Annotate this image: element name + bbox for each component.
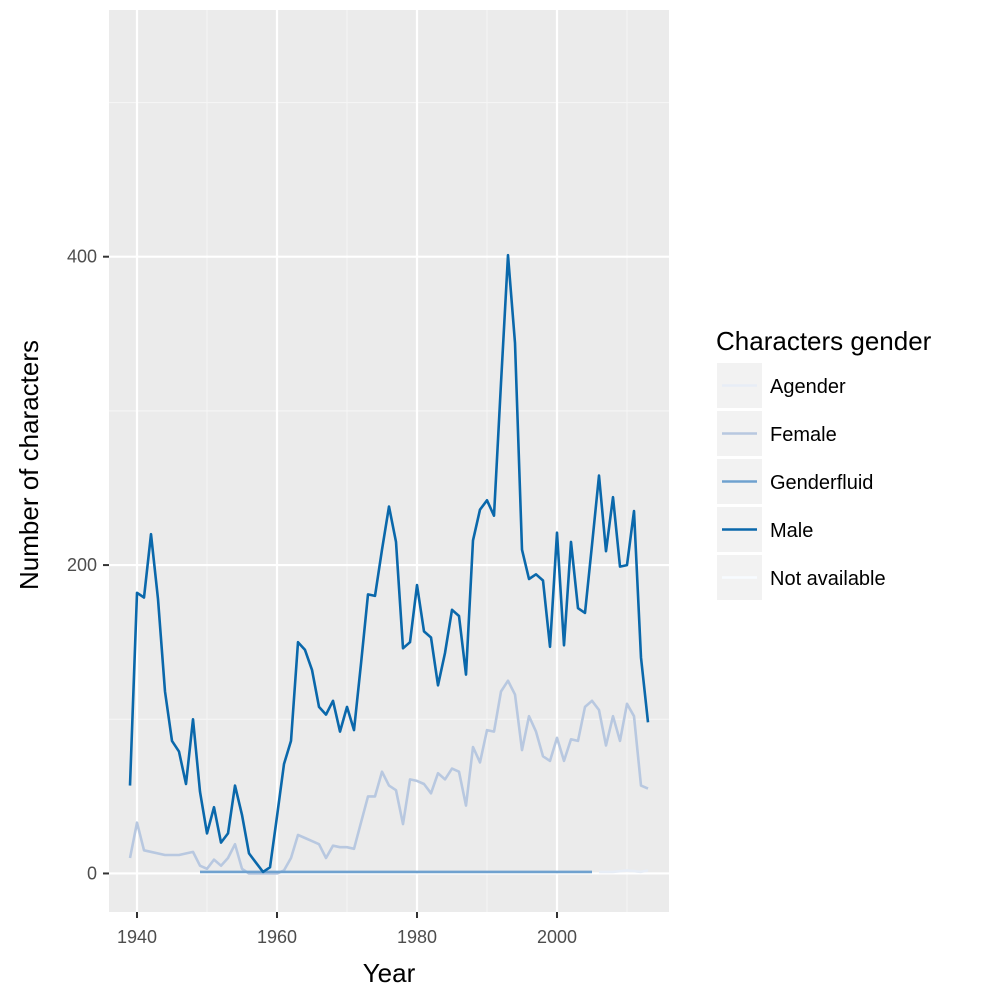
x-tick-label: 1940 (117, 927, 157, 947)
legend-title: Characters gender (716, 326, 932, 356)
series-lines (128, 253, 650, 875)
legend-label-genderfluid: Genderfluid (770, 472, 873, 494)
gridlines (109, 10, 669, 912)
axes: 1940 1960 1980 2000 0 200 400 (67, 247, 577, 947)
x-axis-title: Year (363, 958, 416, 988)
x-tick-label: 1980 (397, 927, 437, 947)
y-tick-label: 400 (67, 247, 97, 267)
y-axis-title: Number of characters (14, 340, 44, 590)
series-line-agender (599, 869, 649, 874)
legend-label-male: Male (770, 520, 813, 542)
x-tick-label: 2000 (537, 927, 577, 947)
legend-items: Agender Female Genderfluid Male Not availabl… (717, 363, 886, 600)
y-tick-label: 200 (67, 555, 97, 575)
plot-panel (109, 10, 669, 912)
legend-label-female: Female (770, 424, 837, 446)
legend-label-not-available: Not available (770, 568, 886, 590)
series-line-male (128, 253, 650, 874)
x-tick-label: 1960 (257, 927, 297, 947)
series-line-female (128, 679, 649, 875)
legend: Characters gender Agender Female Genderflu… (716, 326, 932, 600)
legend-label-agender: Agender (770, 376, 846, 398)
y-tick-label: 0 (87, 863, 97, 883)
